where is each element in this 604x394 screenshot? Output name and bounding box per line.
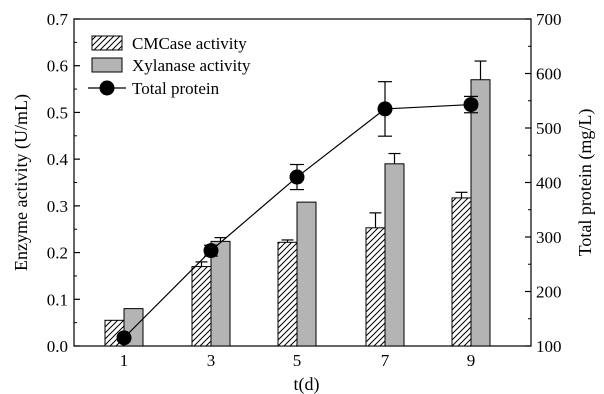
y-left-tick-label: 0.7 xyxy=(47,10,69,29)
y-left-tick-label: 0.4 xyxy=(47,150,69,169)
legend-swatch-total-protein-marker xyxy=(99,80,115,96)
bar-cmcase xyxy=(451,197,472,347)
y-left-tick-label: 0.3 xyxy=(47,197,68,216)
point-total-protein xyxy=(289,169,305,185)
y-left-tick-label: 0.0 xyxy=(47,337,68,356)
bar-xylanase xyxy=(384,163,405,347)
y-right-tick-label: 300 xyxy=(536,228,562,247)
point-total-protein xyxy=(377,101,393,117)
x-tick-label: 5 xyxy=(293,351,302,370)
bar-xylanase xyxy=(296,201,317,347)
y-left-tick-label: 0.5 xyxy=(47,103,68,122)
y-right-tick-label: 600 xyxy=(536,65,562,84)
y-right-tick-label: 700 xyxy=(536,10,562,29)
x-tick-label: 3 xyxy=(207,351,216,370)
legend-swatch-cmcase xyxy=(91,35,123,51)
point-total-protein xyxy=(116,330,132,346)
bar-cmcase xyxy=(277,241,298,347)
y-left-tick-label: 0.6 xyxy=(47,57,68,76)
y-right-tick-label: 500 xyxy=(536,119,562,138)
y-right-tick-label: 100 xyxy=(536,337,562,356)
y-left-axis-title: Enzyme activity (U/mL) xyxy=(11,94,32,271)
y-right-tick-label: 200 xyxy=(536,283,562,302)
bar-cmcase xyxy=(191,266,212,347)
plot-area: 0.0 0.1 0.2 0.3 0.4 0.5 0.6 0.7 100 200 300 400 500 6… xyxy=(11,10,596,394)
x-tick-label: 7 xyxy=(381,351,390,370)
x-tick-label: 1 xyxy=(120,351,129,370)
point-total-protein xyxy=(203,243,219,259)
bar-cmcase xyxy=(365,227,386,347)
y-right-axis-title: Total protein (mg/L) xyxy=(575,109,596,257)
legend-label-total-protein: Total protein xyxy=(132,79,220,98)
legend-label-xylanase: Xylanase activity xyxy=(132,56,251,75)
y-left-tick-label: 0.2 xyxy=(47,244,68,263)
y-right-tick-label: 400 xyxy=(536,174,562,193)
bar-xylanase xyxy=(470,79,491,347)
x-axis-title: t(d) xyxy=(294,374,320,394)
legend-label-cmcase: CMCase activity xyxy=(132,34,247,53)
legend-swatch-xylanase xyxy=(91,57,123,73)
y-left-tick-label: 0.1 xyxy=(47,290,68,309)
point-total-protein xyxy=(463,97,479,113)
x-tick-label: 9 xyxy=(467,351,476,370)
